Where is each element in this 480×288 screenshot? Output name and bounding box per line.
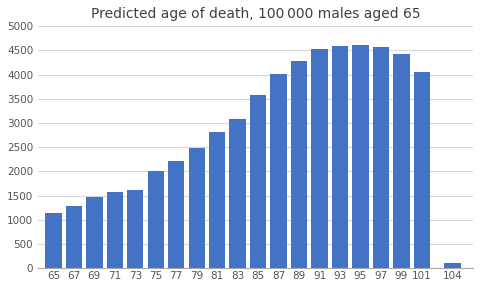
Bar	[250, 94, 266, 268]
Bar	[352, 45, 369, 268]
Bar	[168, 161, 184, 268]
Bar	[107, 192, 123, 268]
Bar	[414, 72, 430, 268]
Title: Predicted age of death, 100 000 males aged 65: Predicted age of death, 100 000 males ag…	[91, 7, 420, 21]
Bar	[270, 74, 287, 268]
Bar	[229, 119, 246, 268]
Bar	[373, 47, 389, 268]
Bar	[45, 213, 61, 268]
Bar	[189, 148, 205, 268]
Bar	[332, 46, 348, 268]
Bar	[86, 197, 103, 268]
Bar	[147, 171, 164, 268]
Bar	[66, 206, 82, 268]
Bar	[393, 54, 409, 268]
Bar	[444, 263, 461, 268]
Bar	[312, 49, 328, 268]
Bar	[291, 61, 307, 268]
Bar	[209, 132, 226, 268]
Bar	[127, 190, 144, 268]
